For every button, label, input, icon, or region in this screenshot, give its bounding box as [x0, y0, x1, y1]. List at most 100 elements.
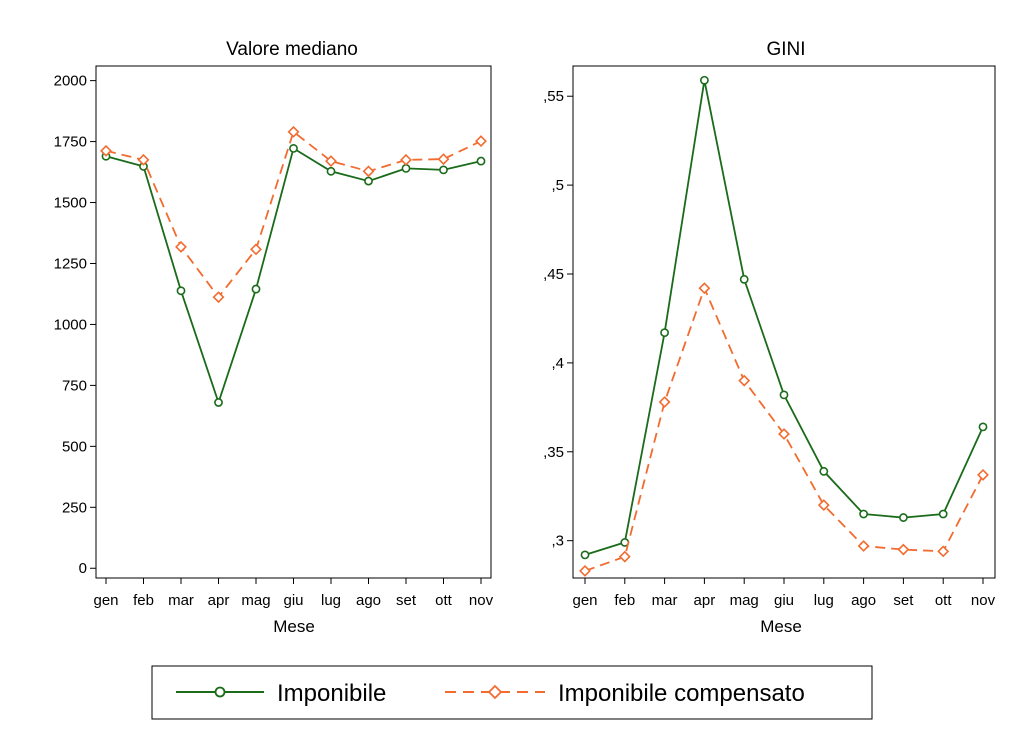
y-tick-label: 250: [62, 499, 87, 516]
data-point-imponibile: [251, 284, 261, 294]
legend-entry-imponibile: Imponibile: [176, 680, 386, 707]
data-point-imponibile: [289, 144, 298, 153]
x-tick-label: set: [893, 592, 914, 609]
y-tick-label: ,55: [543, 88, 564, 105]
x-tick-label: ott: [935, 592, 953, 609]
data-point-imponibile: [176, 286, 186, 296]
data-point-imponibile-compensato: [817, 499, 830, 512]
y-axis: ,3 ,35 ,4 ,45 ,5 ,55: [543, 88, 573, 550]
data-point-imponibile-compensato: [100, 144, 112, 157]
data-point-imponibile-compensato: [175, 240, 187, 253]
data-point-imponibile-compensato: [897, 543, 910, 556]
x-tick-label: feb: [133, 592, 154, 609]
x-tick-label: mag: [730, 592, 759, 609]
y-tick-label: ,3: [551, 533, 564, 550]
data-point-imponibile: [700, 75, 709, 85]
data-point-imponibile-compensato: [937, 545, 950, 558]
series-line-imponibile-compensato: [105, 130, 482, 299]
x-tick-label: nov: [469, 592, 494, 609]
x-tick-label: lug: [321, 592, 341, 609]
panel-gini: GINI ,3 ,35 ,4 ,45 ,5 ,55 gen feb mar apr mag giu l…: [543, 39, 995, 636]
data-point-imponibile-compensato: [579, 564, 591, 577]
data-point-imponibile: [978, 422, 988, 432]
y-tick-label: 1500: [54, 195, 87, 212]
data-point-imponibile-compensato: [658, 396, 671, 408]
plot-area: [95, 65, 492, 579]
data-point-imponibile-compensato: [475, 135, 487, 148]
data-point-imponibile-compensato: [212, 291, 225, 304]
data-point-imponibile-compensato: [362, 165, 375, 178]
x-axis: gen feb mar apr mag giu lug ago set ott nov: [93, 578, 494, 609]
series-layer: [579, 75, 989, 577]
x-tick-label: lug: [814, 592, 834, 609]
y-axis: 0 250 500 750 1000 1250 1500 1750 2000: [54, 73, 96, 577]
x-tick-label: apr: [694, 592, 716, 609]
data-point-imponibile-compensato: [400, 153, 412, 166]
x-tick-label: mar: [168, 592, 194, 609]
legend-box: [151, 665, 873, 720]
y-tick-label: ,35: [543, 444, 564, 461]
y-tick-label: 2000: [54, 73, 87, 90]
panel-title: Valore mediano: [226, 39, 358, 60]
data-point-imponibile: [819, 466, 829, 476]
x-tick-label: mar: [652, 592, 678, 609]
y-tick-label: ,45: [543, 266, 564, 283]
panel-title: GINI: [766, 39, 805, 60]
data-point-imponibile-compensato: [437, 153, 450, 166]
data-point-imponibile: [660, 328, 669, 338]
data-point-imponibile-compensato: [778, 428, 790, 440]
data-point-imponibile: [899, 513, 908, 522]
panel-valore-mediano: Valore mediano 0 250 500 750 1000 1250 1500 175…: [54, 39, 494, 636]
y-tick-label: 500: [62, 438, 87, 455]
data-point-imponibile-compensato: [287, 125, 300, 138]
x-tick-label: giu: [774, 592, 794, 609]
x-tick-label: ago: [356, 592, 381, 609]
x-tick-label: apr: [208, 592, 230, 609]
data-point-imponibile-compensato: [857, 540, 870, 552]
plot-area: [572, 65, 996, 579]
data-point-imponibile-compensato: [137, 153, 150, 166]
data-point-imponibile: [364, 176, 373, 186]
x-tick-label: gen: [572, 592, 597, 609]
data-point-imponibile-compensato: [618, 550, 631, 563]
data-point-imponibile-compensato: [698, 282, 711, 295]
data-point-imponibile-compensato: [738, 374, 751, 387]
x-axis-title: Mese: [760, 617, 802, 636]
data-point-imponibile-compensato: [977, 468, 989, 481]
y-tick-label: ,5: [551, 177, 564, 194]
y-tick-label: 1000: [54, 316, 87, 333]
x-tick-label: nov: [971, 592, 996, 609]
y-tick-label: 750: [62, 377, 87, 394]
data-point-imponibile-compensato: [250, 243, 262, 256]
y-tick-label: 1250: [54, 255, 87, 272]
data-point-imponibile: [214, 398, 223, 407]
x-tick-label: ott: [435, 592, 453, 609]
legend-marker-diamond: [487, 684, 503, 700]
data-point-imponibile: [739, 274, 749, 284]
data-point-imponibile: [580, 550, 590, 560]
legend-entry-imponibile-compensato: Imponibile compensato: [445, 680, 805, 707]
x-tick-label: mag: [241, 592, 270, 609]
x-tick-label: set: [396, 592, 417, 609]
data-point-imponibile: [439, 165, 448, 175]
series-layer: [100, 125, 487, 407]
x-axis-title: Mese: [273, 617, 315, 636]
data-point-imponibile: [938, 509, 948, 519]
data-point-imponibile: [859, 509, 868, 519]
x-tick-label: ago: [851, 592, 876, 609]
legend-marker-circle: [214, 686, 226, 698]
legend-label: Imponibile compensato: [558, 680, 805, 707]
y-tick-label: 1750: [54, 134, 87, 151]
legend: Imponibile Imponibile compensato: [151, 665, 873, 720]
y-tick-label: ,4: [551, 355, 564, 372]
series-line-imponibile: [105, 147, 482, 406]
x-tick-label: feb: [614, 592, 635, 609]
y-tick-label: 0: [79, 560, 87, 577]
x-axis: gen feb mar apr mag giu lug ago set ott nov: [572, 578, 996, 609]
data-point-imponibile: [476, 156, 486, 166]
data-point-imponibile: [326, 166, 336, 176]
x-tick-label: giu: [283, 592, 303, 609]
x-tick-label: gen: [93, 592, 118, 609]
data-point-imponibile-compensato: [325, 155, 337, 168]
